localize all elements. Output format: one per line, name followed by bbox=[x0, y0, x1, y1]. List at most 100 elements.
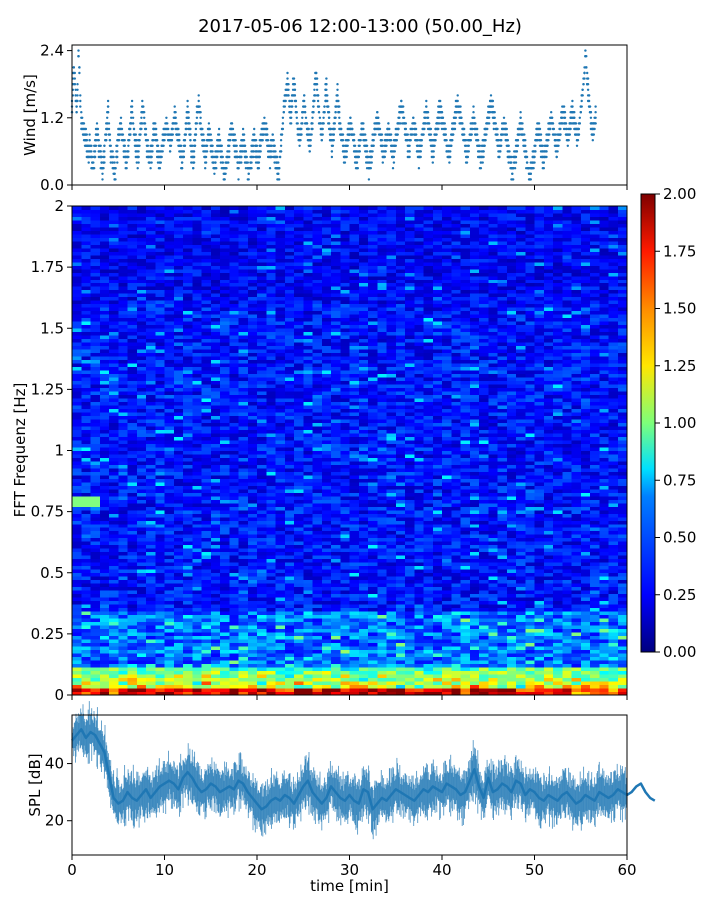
spectrogram-cell bbox=[525, 614, 535, 619]
spectrogram-cell bbox=[229, 576, 239, 581]
spectrogram-cell bbox=[543, 646, 554, 650]
spectrogram-cell bbox=[321, 586, 332, 591]
wind-point bbox=[440, 111, 444, 114]
spectrogram-cell bbox=[451, 579, 461, 584]
spectrogram-cell bbox=[284, 677, 295, 682]
wind-point bbox=[124, 150, 127, 153]
spectrogram-cell bbox=[331, 625, 341, 630]
spectrogram-cell bbox=[99, 590, 110, 595]
spectrogram-cell bbox=[460, 607, 471, 612]
wind-point bbox=[154, 122, 157, 125]
spectrogram-cell bbox=[164, 656, 175, 661]
wind-point bbox=[197, 99, 200, 103]
spectrogram-cell bbox=[525, 632, 535, 637]
spectrogram-cell bbox=[562, 663, 572, 668]
spectrogram-cell bbox=[580, 677, 591, 682]
spectrogram-cell bbox=[590, 674, 600, 678]
spectrogram-cell bbox=[377, 590, 387, 595]
spectrogram-cell bbox=[210, 677, 221, 682]
spectrogram-cell bbox=[312, 621, 323, 626]
spectrogram-cell bbox=[303, 639, 313, 643]
spectrogram-cell bbox=[451, 611, 461, 616]
spectrogram-cell bbox=[192, 628, 202, 633]
spectrogram-cell bbox=[201, 674, 212, 678]
wind-point bbox=[359, 139, 362, 142]
spectrogram-cell bbox=[414, 642, 424, 647]
wind-point bbox=[532, 167, 535, 170]
spectrogram-cell bbox=[81, 681, 91, 685]
wind-point bbox=[491, 105, 495, 108]
spectrogram-cell bbox=[331, 597, 341, 602]
spectrogram-cell bbox=[432, 586, 443, 591]
spectrogram-cell bbox=[534, 576, 545, 581]
spectrogram-cell bbox=[183, 642, 193, 647]
spectrogram-cell bbox=[451, 621, 461, 626]
spectrogram-cell bbox=[340, 625, 350, 630]
spectrogram-cell bbox=[497, 572, 508, 577]
spectrogram-cell bbox=[127, 681, 138, 685]
spectrogram-cell bbox=[321, 642, 332, 647]
spectrogram-cell bbox=[173, 586, 184, 591]
spectrogram-cell bbox=[294, 635, 304, 640]
wind-point bbox=[380, 133, 384, 136]
wind-point bbox=[548, 133, 551, 136]
spectrogram-cell bbox=[442, 667, 452, 671]
spectrogram-cell bbox=[266, 670, 276, 675]
spectrogram-cell bbox=[534, 656, 545, 661]
spectrogram-cell bbox=[229, 681, 239, 685]
spectrogram-cell bbox=[127, 593, 138, 598]
spectrogram-cell bbox=[247, 597, 258, 602]
wind-point bbox=[539, 139, 543, 142]
spectrogram-cell bbox=[109, 656, 119, 661]
wind-point bbox=[106, 105, 110, 108]
spectrogram-cell bbox=[580, 656, 591, 661]
wind-point bbox=[180, 161, 184, 164]
spectrogram-cell bbox=[275, 562, 286, 567]
spectrogram-cell bbox=[506, 565, 517, 570]
spectrogram-cell bbox=[192, 572, 202, 577]
spectrogram-cell bbox=[238, 677, 249, 682]
spectrogram-cell bbox=[580, 583, 591, 588]
spectrogram-cell bbox=[386, 593, 397, 598]
spectrogram-cell bbox=[469, 597, 480, 602]
spectrogram-cell bbox=[220, 632, 230, 637]
spectrogram-cell bbox=[146, 611, 156, 616]
spectrogram-cell bbox=[173, 597, 184, 602]
wind-point bbox=[439, 99, 442, 103]
wind-point bbox=[77, 49, 80, 52]
spectrogram-cell bbox=[321, 649, 332, 654]
spectrogram-cell bbox=[377, 583, 387, 588]
spectrogram-cell bbox=[90, 618, 101, 623]
spectrogram-cell bbox=[201, 670, 212, 675]
spectrogram-cell bbox=[460, 614, 471, 619]
spectrogram-cell bbox=[331, 674, 341, 678]
spectrogram-cell bbox=[155, 653, 165, 657]
spectrogram-cell bbox=[72, 628, 82, 633]
spectrogram-cell bbox=[173, 674, 184, 678]
wind-point bbox=[290, 99, 294, 103]
spectrogram-cell bbox=[210, 618, 221, 623]
spectrogram-cell bbox=[562, 660, 572, 664]
spectrogram-cell bbox=[451, 600, 461, 605]
spectrogram-cell bbox=[488, 635, 498, 640]
spectrogram-cell bbox=[395, 576, 406, 581]
spectrogram-cell bbox=[81, 569, 91, 574]
spectrogram-cell bbox=[553, 576, 563, 581]
spectrogram-cell bbox=[81, 684, 91, 689]
spectrogram-cell bbox=[294, 642, 304, 647]
spectrogram-cell bbox=[488, 632, 498, 637]
spectrogram-cell bbox=[534, 600, 545, 605]
spectrogram-cell bbox=[497, 646, 508, 650]
spectrogram-cell bbox=[590, 593, 600, 598]
wind-point bbox=[499, 150, 502, 153]
spectrogram-cell bbox=[349, 688, 360, 692]
spectrogram-cell bbox=[543, 572, 554, 577]
spectrogram-cell bbox=[534, 632, 545, 637]
wind-point bbox=[186, 99, 189, 103]
wind-point bbox=[121, 133, 125, 136]
wind-point bbox=[119, 122, 123, 125]
spectrogram-cell bbox=[257, 590, 267, 595]
spectrogram-cell bbox=[294, 565, 304, 570]
spectrogram-cell bbox=[303, 677, 313, 682]
spectrogram-cell bbox=[247, 656, 258, 661]
